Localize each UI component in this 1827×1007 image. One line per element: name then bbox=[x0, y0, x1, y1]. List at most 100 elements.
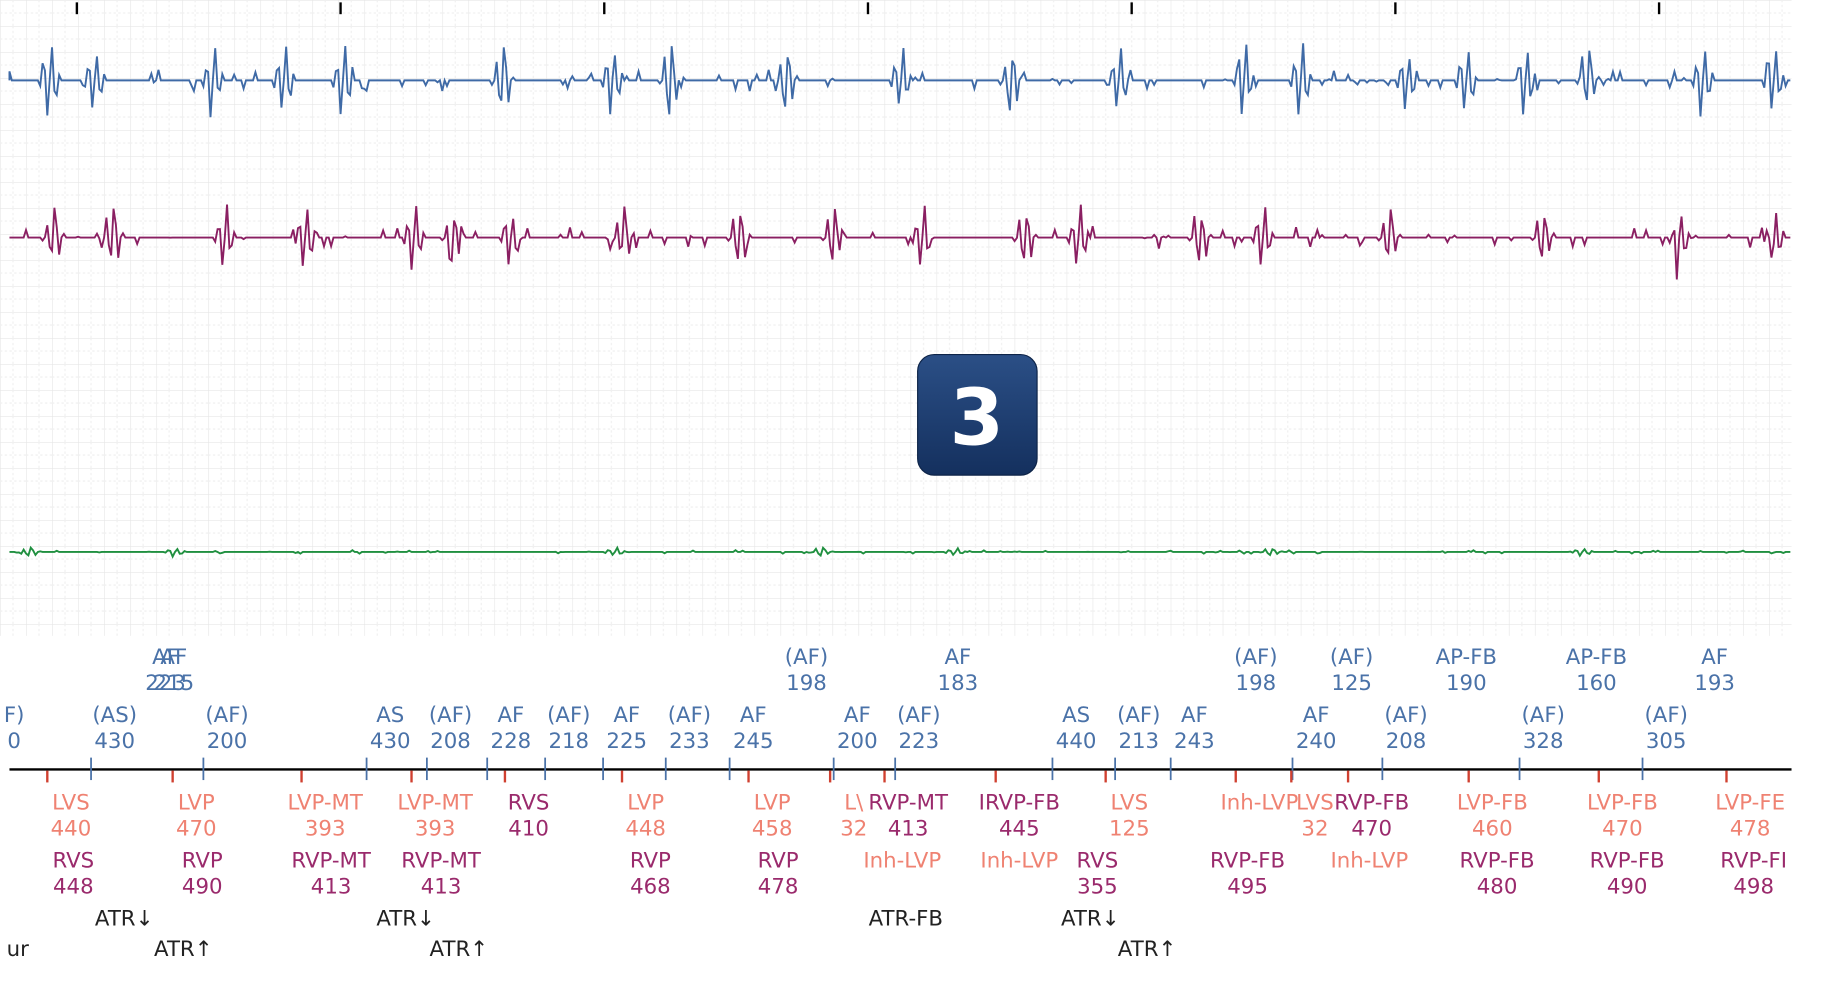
marker-value: 213 bbox=[1118, 729, 1159, 754]
marker-label: AF bbox=[497, 703, 524, 728]
marker-label: (AF) bbox=[205, 703, 248, 728]
marker-value: 478 bbox=[758, 875, 799, 900]
marker-value: 240 bbox=[1296, 729, 1337, 754]
marker-value: 413 bbox=[888, 817, 929, 842]
marker-label: LVP bbox=[178, 791, 215, 816]
marker-label: AF bbox=[944, 645, 971, 670]
waveform bbox=[8, 43, 1791, 118]
marker-label: Inh-LVP bbox=[863, 849, 941, 874]
marker-label: AF bbox=[1701, 645, 1728, 670]
marker-label: RVS bbox=[52, 849, 94, 874]
marker-label: AP-FB bbox=[1566, 645, 1627, 670]
marker-label: RVP-MT bbox=[868, 791, 949, 816]
waveform bbox=[9, 204, 1791, 280]
marker-label: AF bbox=[160, 645, 187, 670]
marker-value: 430 bbox=[370, 729, 411, 754]
marker-value: 223 bbox=[145, 671, 186, 696]
marker-value: 410 bbox=[508, 817, 549, 842]
marker-value: 498 bbox=[1733, 875, 1774, 900]
marker-value: 243 bbox=[1174, 729, 1215, 754]
marker-label: RVS bbox=[508, 791, 550, 816]
event-label: ATR↑ bbox=[430, 937, 488, 962]
marker-label: AF bbox=[844, 703, 871, 728]
marker-value: 208 bbox=[1386, 729, 1427, 754]
marker-value: 470 bbox=[1602, 817, 1643, 842]
event-label: ATR↑ bbox=[154, 937, 212, 962]
marker-label: LVP-FB bbox=[1587, 791, 1658, 816]
marker-value: 460 bbox=[1472, 817, 1513, 842]
badge-number: 3 bbox=[950, 373, 1004, 463]
marker-value: 198 bbox=[1236, 671, 1277, 696]
marker-label: AF bbox=[1303, 703, 1330, 728]
event-label: ATR-FB bbox=[869, 906, 943, 931]
marker-value: 245 bbox=[733, 729, 774, 754]
marker-value: 193 bbox=[1694, 671, 1735, 696]
marker-value: 218 bbox=[548, 729, 589, 754]
marker-value: 440 bbox=[51, 817, 92, 842]
marker-label: Inh-LVP bbox=[1330, 849, 1408, 874]
marker-label: AF bbox=[152, 645, 179, 670]
marker-value: 198 bbox=[786, 671, 827, 696]
marker-value: 478 bbox=[1730, 817, 1771, 842]
marker-label: AF bbox=[613, 703, 640, 728]
marker-value: 480 bbox=[1477, 875, 1518, 900]
marker-label: (AF) bbox=[1117, 703, 1160, 728]
marker-label: AS bbox=[376, 703, 404, 728]
marker-label: AS bbox=[1062, 703, 1090, 728]
marker-label: LVS bbox=[52, 791, 90, 816]
event-label: ATR↑ bbox=[1118, 937, 1176, 962]
marker-value: 208 bbox=[430, 729, 471, 754]
marker-value: 0 bbox=[7, 729, 21, 754]
marker-label: (AF) bbox=[429, 703, 472, 728]
marker-value: 393 bbox=[415, 817, 456, 842]
marker-label: AF bbox=[1181, 703, 1208, 728]
marker-label: RVP-FB bbox=[1210, 849, 1285, 874]
marker-label: LVP-FE bbox=[1715, 791, 1785, 816]
marker-label: AF bbox=[740, 703, 767, 728]
marker-value: 355 bbox=[1077, 875, 1118, 900]
marker-labels: AF223AF215(AF)198AF183(AF)198(AF)125AP-F… bbox=[4, 645, 1787, 962]
marker-label: RVS bbox=[1077, 849, 1119, 874]
marker-label: (AF) bbox=[668, 703, 711, 728]
waveform bbox=[9, 545, 1791, 559]
marker-label: LVP bbox=[754, 791, 791, 816]
marker-value: 328 bbox=[1523, 729, 1564, 754]
marker-label: Inh-LVP bbox=[1220, 791, 1298, 816]
marker-value: 200 bbox=[837, 729, 878, 754]
marker-label: (AF) bbox=[1234, 645, 1277, 670]
marker-value: 413 bbox=[311, 875, 352, 900]
badge: 3 bbox=[917, 353, 1038, 476]
waveforms bbox=[8, 2, 1791, 559]
marker-value: 468 bbox=[630, 875, 671, 900]
marker-label: LVP bbox=[627, 791, 664, 816]
marker-value: 32 bbox=[1301, 817, 1328, 842]
marker-label: (AF) bbox=[1330, 645, 1373, 670]
marker-value: 190 bbox=[1446, 671, 1487, 696]
marker-value: 125 bbox=[1331, 671, 1372, 696]
marker-label: LVS bbox=[1111, 791, 1149, 816]
marker-value: 125 bbox=[1109, 817, 1150, 842]
marker-value: 490 bbox=[1607, 875, 1648, 900]
marker-label: RVP bbox=[630, 849, 671, 874]
marker-label: (AF) bbox=[897, 703, 940, 728]
marker-value: 32 bbox=[840, 817, 867, 842]
marker-label: (AF) bbox=[1644, 703, 1687, 728]
marker-label: LVP-MT bbox=[287, 791, 363, 816]
marker-label: (AF) bbox=[1522, 703, 1565, 728]
marker-value: 448 bbox=[625, 817, 666, 842]
marker-label: L\ bbox=[844, 791, 864, 816]
marker-value: 223 bbox=[899, 729, 940, 754]
event-label: ATR↓ bbox=[1061, 906, 1119, 931]
marker-label: LVS bbox=[1296, 791, 1334, 816]
marker-label: RVP-FI bbox=[1720, 849, 1787, 874]
marker-value: 430 bbox=[94, 729, 135, 754]
event-label: ATR↓ bbox=[95, 906, 153, 931]
marker-value: 393 bbox=[305, 817, 346, 842]
marker-label: (AS) bbox=[92, 703, 137, 728]
marker-label: Inh-LVP bbox=[980, 849, 1058, 874]
marker-label: RVP-FB bbox=[1334, 791, 1409, 816]
marker-value: 495 bbox=[1227, 875, 1268, 900]
marker-value: 445 bbox=[999, 817, 1040, 842]
